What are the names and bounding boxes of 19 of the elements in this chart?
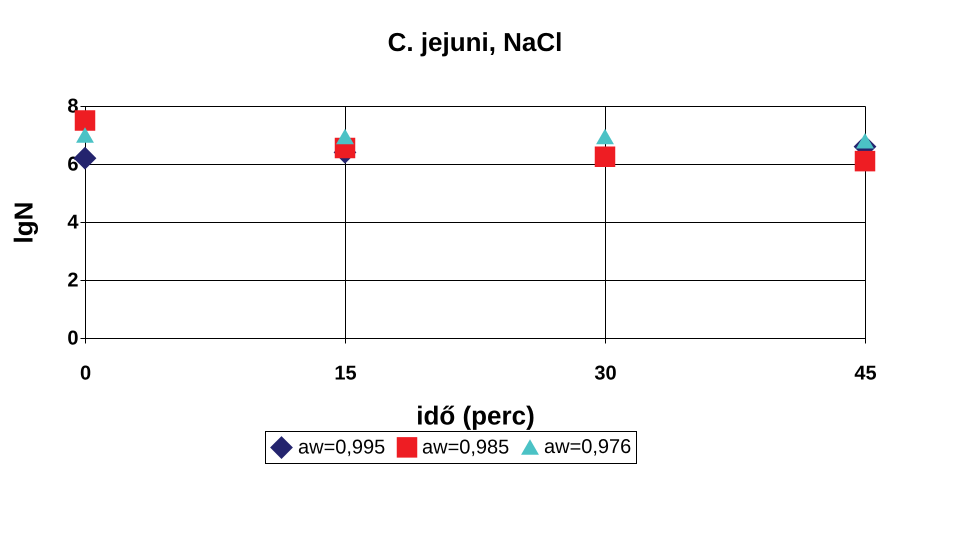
x-axis-title: idő (perc) <box>416 400 535 430</box>
legend-label: aw=0,995 <box>298 436 386 459</box>
y-tick-label: 4 <box>67 212 80 234</box>
legend-label: aw=0,976 <box>544 436 632 458</box>
legend-label: aw=0,985 <box>422 436 510 458</box>
x-tick-label: 30 <box>594 362 617 384</box>
point <box>336 128 354 144</box>
y-axis-title: lgN <box>8 202 38 244</box>
point <box>76 127 94 143</box>
y-tick-label: 2 <box>67 270 78 292</box>
point <box>596 128 614 144</box>
y-tick-label: 0 <box>67 328 78 350</box>
y-tick-label: 8 <box>67 96 78 118</box>
point <box>594 146 616 167</box>
x-tick-label: 45 <box>854 362 877 384</box>
chart-title: C. jejuni, NaCl <box>388 27 562 57</box>
point <box>856 133 874 149</box>
x-tick-label: 15 <box>334 362 357 384</box>
point <box>854 150 876 172</box>
